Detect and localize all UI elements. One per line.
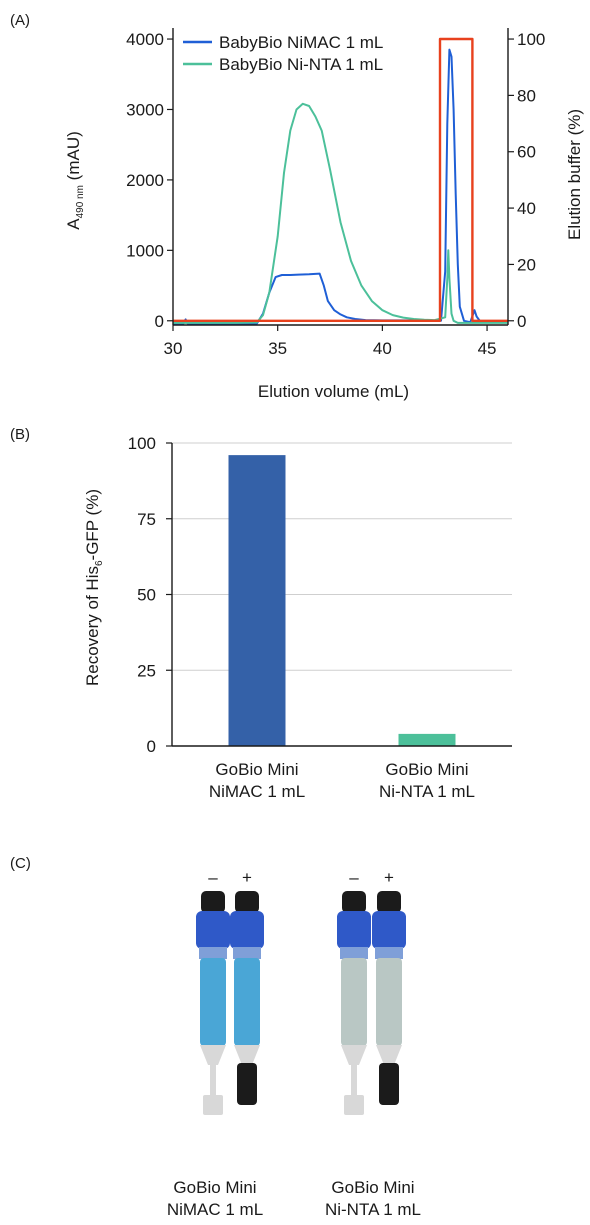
y-tick-label: 3000	[126, 100, 164, 119]
photo-marks: – + – +	[208, 868, 394, 887]
x-tick-label-line1: GoBio Mini	[385, 760, 468, 779]
y2-tick-label: 20	[517, 255, 536, 274]
column-3	[372, 891, 406, 1105]
column-stopper-1	[237, 1063, 257, 1105]
column-photo: – + – +	[196, 868, 406, 1115]
y2-tick-label: 40	[517, 199, 536, 218]
y-tick-label: 4000	[126, 30, 164, 49]
column-0	[196, 891, 230, 1115]
chromatogram-axes: 0 1000 2000 3000 4000 0 20 40 60 80 100 30 35 40 45 Elu…	[64, 28, 584, 401]
column-collar-3	[375, 947, 403, 959]
x-tick-label-line2: Ni-NTA 1 mL	[379, 782, 475, 801]
x-tick-label: 35	[268, 339, 287, 358]
y2-tick-label: 60	[517, 143, 536, 162]
chromatogram-chart: 0 1000 2000 3000 4000 0 20 40 60 80 100 30 35 40 45 Elu…	[64, 28, 584, 401]
y2-tick-label: 80	[517, 86, 536, 105]
y-tick-label: 50	[137, 586, 156, 605]
recovery-grid	[172, 442, 512, 671]
chromatogram-series	[172, 37, 508, 326]
minus-mark: –	[349, 868, 359, 887]
column-knob-0	[201, 891, 225, 913]
column-collar-2	[340, 947, 368, 959]
recovery-axes: 0 25 50 75 100 GoBio Mini NiMAC 1 mL GoBio Mini…	[83, 434, 512, 801]
column-knob-1	[235, 891, 259, 913]
column-spout-0	[210, 1063, 216, 1097]
panel-label-a: (A)	[10, 12, 30, 29]
column-stopper-3	[379, 1063, 399, 1105]
recovery-bar-chart: 0 25 50 75 100 GoBio Mini NiMAC 1 mL GoBio Mini…	[83, 434, 512, 801]
photo-columns	[196, 891, 406, 1115]
series-line-1	[173, 102, 508, 324]
photo-caption-nimac-line2: NiMAC 1 mL	[166, 1200, 264, 1219]
y-tick-label: 0	[155, 312, 164, 331]
column-cap-3	[372, 911, 406, 949]
plus-mark: +	[384, 868, 394, 887]
plus-mark: +	[242, 868, 252, 887]
x-tick-label-line1: GoBio Mini	[215, 760, 298, 779]
photo-caption-ninta-line1: GoBio Mini	[331, 1178, 415, 1197]
bar-1	[398, 733, 456, 746]
y-tick-label: 100	[128, 434, 156, 453]
column-body-2	[341, 958, 367, 1046]
column-1	[230, 891, 264, 1105]
photo-caption-ninta: GoBio Mini Ni-NTA 1 mL	[318, 1177, 428, 1221]
chromatogram-legend: BabyBio NiMAC 1 mL BabyBio Ni-NTA 1 mL	[183, 33, 383, 74]
column-spout-2	[351, 1063, 357, 1097]
y-tick-label: 0	[147, 737, 156, 756]
column-knob-2	[342, 891, 366, 913]
y2-tick-label: 100	[517, 30, 545, 49]
y2-axis-title: Elution buffer (%)	[565, 109, 584, 240]
panel-label-c: (C)	[10, 855, 31, 872]
panel-label-b: (B)	[10, 426, 30, 443]
y-tick-label: 25	[137, 661, 156, 680]
x-tick-label: 30	[164, 339, 183, 358]
series-line-0	[172, 48, 508, 326]
column-body-3	[376, 958, 402, 1046]
recovery-bars	[228, 455, 456, 746]
column-taper-0	[200, 1045, 226, 1065]
series-line-2	[173, 37, 508, 322]
x-tick-label: 40	[373, 339, 392, 358]
y-axis-title: A490 nm (mAU)	[64, 131, 86, 230]
x-tick-label-line2: NiMAC 1 mL	[209, 782, 305, 801]
y-tick-label: 1000	[126, 241, 164, 260]
column-spout-end-0	[203, 1095, 223, 1115]
column-taper-1	[234, 1045, 260, 1065]
column-collar-1	[233, 947, 261, 959]
column-body-1	[234, 958, 260, 1046]
photo-caption-nimac: GoBio Mini NiMAC 1 mL	[160, 1177, 270, 1221]
y-tick-label: 75	[137, 510, 156, 529]
x-axis-title: Elution volume (mL)	[258, 382, 409, 401]
legend-label-0: BabyBio NiMAC 1 mL	[219, 33, 383, 52]
minus-mark: –	[208, 868, 218, 887]
column-body-0	[200, 958, 226, 1046]
photo-caption-ninta-line2: Ni-NTA 1 mL	[324, 1200, 422, 1219]
column-spout-end-2	[344, 1095, 364, 1115]
column-cap-2	[337, 911, 371, 949]
column-cap-1	[230, 911, 264, 949]
column-knob-3	[377, 891, 401, 913]
legend-label-1: BabyBio Ni-NTA 1 mL	[219, 55, 383, 74]
column-taper-3	[376, 1045, 402, 1065]
y-tick-label: 2000	[126, 171, 164, 190]
y-axis-title: Recovery of His6-GFP (%)	[83, 489, 105, 686]
column-collar-0	[199, 947, 227, 959]
column-2	[337, 891, 371, 1115]
photo-caption-nimac-line1: GoBio Mini	[173, 1178, 257, 1197]
bar-0	[228, 455, 286, 746]
y2-tick-label: 0	[517, 312, 526, 331]
x-tick-label: 45	[478, 339, 497, 358]
column-cap-0	[196, 911, 230, 949]
column-taper-2	[341, 1045, 367, 1065]
